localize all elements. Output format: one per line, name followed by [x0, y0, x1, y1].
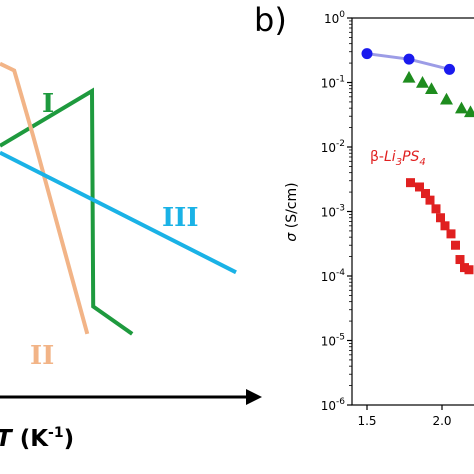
data-point-triangle [425, 82, 438, 94]
data-point-square [464, 265, 474, 275]
data-point-square [440, 221, 450, 231]
data-point-triangle [402, 70, 416, 83]
curve-II [0, 61, 90, 335]
curve-label-III: III [162, 203, 199, 233]
panel-a: I II III T (K-1) [0, 61, 262, 452]
data-point-circle [444, 63, 455, 75]
panel-b-plot-frame [351, 17, 474, 406]
data-point-circle [361, 48, 373, 60]
panel-b-series [361, 48, 474, 275]
x-tick-label: 1.5 [357, 414, 376, 428]
curve-label-I: I [42, 89, 54, 119]
y-tick-label: 10-2 [321, 139, 345, 155]
y-tick-label: 10-4 [321, 268, 346, 284]
y-tick-label: 100 [324, 10, 345, 26]
panel-b: b) 100 10-1 10-2 10-3 10-4 10-5 10-6 1.5 2.0 σ … [254, 1, 474, 428]
x-axis-arrowhead [246, 389, 262, 405]
data-point-square [455, 255, 465, 265]
y-tick-label: 10-5 [321, 333, 345, 349]
y-tick-label: 10-3 [321, 204, 345, 220]
data-point-square [415, 182, 424, 192]
panel-b-y-ticks: 100 10-1 10-2 10-3 10-4 10-5 10-6 [321, 10, 352, 413]
y-tick-label: 10-6 [321, 397, 346, 413]
data-point-square [406, 178, 415, 188]
panel-b-y-axis-label: σ (S/cm) [284, 182, 300, 241]
y-tick-label: 10-1 [321, 75, 345, 91]
curve-I [0, 87, 134, 336]
data-point-square [421, 189, 430, 199]
panel-a-x-axis-label: T (K-1) [0, 425, 74, 452]
curve-III [0, 150, 237, 275]
data-point-triangle [416, 76, 429, 88]
curve-label-II: II [30, 341, 54, 371]
data-point-square [436, 213, 445, 223]
data-point-square [451, 240, 460, 250]
panel-b-x-ticks: 1.5 2.0 [357, 405, 452, 428]
x-tick-label: 2.0 [432, 414, 451, 428]
panel-a-series [0, 61, 237, 336]
data-point-square [431, 204, 441, 214]
data-point-triangle [455, 101, 468, 114]
beta-li3ps4-annotation: β-Li3PS4 [370, 149, 426, 168]
data-point-square [425, 195, 435, 205]
data-point-triangle [440, 92, 453, 105]
data-point-circle [403, 53, 415, 65]
data-point-triangle [464, 105, 474, 118]
data-point-square [446, 229, 456, 239]
panel-b-label: b) [254, 1, 287, 39]
